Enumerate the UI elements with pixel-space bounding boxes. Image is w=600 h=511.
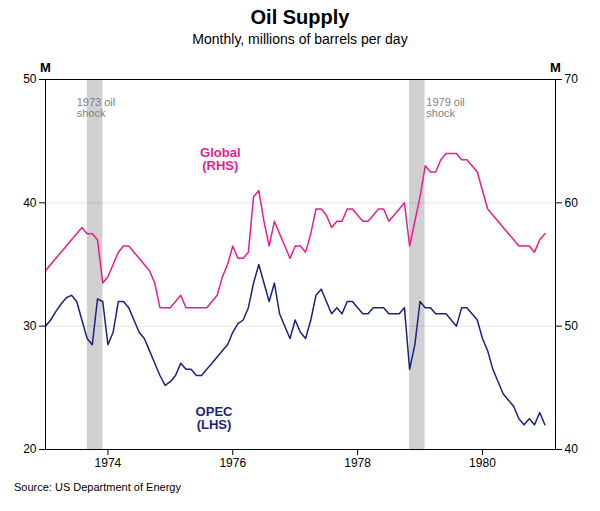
- svg-text:40: 40: [23, 196, 37, 210]
- svg-text:1974: 1974: [95, 456, 122, 470]
- svg-text:20: 20: [23, 442, 37, 456]
- html-text:Monthly, millions of barrels p: Monthly, millions of barrels per day: [192, 31, 408, 47]
- svg-text:30: 30: [23, 319, 37, 333]
- svg-text:40: 40: [565, 442, 579, 456]
- svg-text:M: M: [40, 60, 51, 75]
- svg-text:1979 oilshock: 1979 oilshock: [426, 96, 465, 119]
- svg-text:50: 50: [23, 72, 37, 86]
- svg-text:50: 50: [565, 319, 579, 333]
- html-text:Source: US Department of Energ: Source: US Department of Energy: [14, 481, 181, 493]
- svg-text:Global(RHS): Global(RHS): [200, 145, 240, 173]
- svg-text:OPEC(LHS): OPEC(LHS): [196, 404, 233, 432]
- svg-text:M: M: [550, 60, 561, 75]
- html-text:Oil Supply: Oil Supply: [250, 6, 350, 28]
- svg-text:1980: 1980: [469, 456, 496, 470]
- svg-text:1976: 1976: [219, 456, 246, 470]
- svg-text:70: 70: [565, 72, 579, 86]
- svg-text:1973 oilshock: 1973 oilshock: [77, 96, 116, 119]
- svg-text:60: 60: [565, 196, 579, 210]
- svg-text:1978: 1978: [344, 456, 371, 470]
